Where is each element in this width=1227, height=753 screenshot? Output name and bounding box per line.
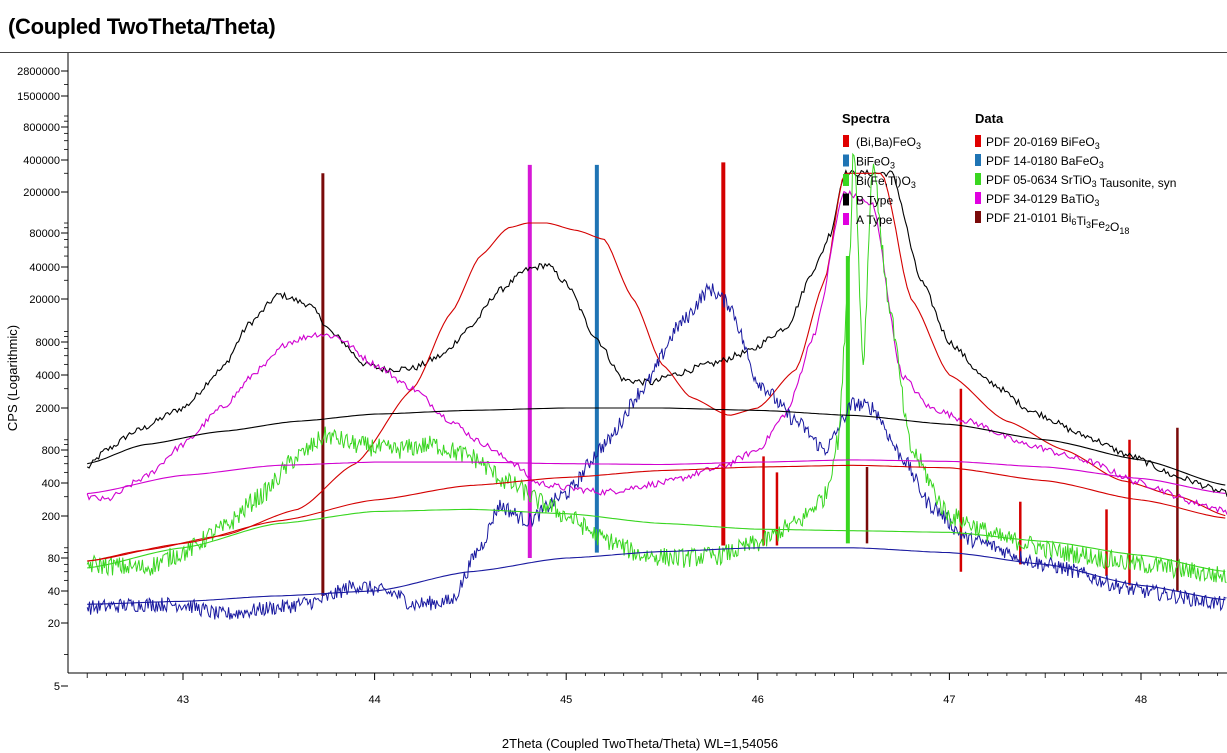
x-tick-label: 48 xyxy=(1135,694,1147,706)
title-divider xyxy=(0,52,1227,53)
legend-swatch xyxy=(975,192,981,204)
legend-swatch xyxy=(843,213,849,225)
legend-swatch xyxy=(843,154,849,167)
reference-lines xyxy=(321,162,1179,596)
y-tick-label: 400 xyxy=(42,478,60,490)
series-line xyxy=(87,407,1226,486)
y-tick-label: 2800000 xyxy=(17,66,60,78)
x-tick-label: 44 xyxy=(368,694,380,706)
legend-data-title: Data xyxy=(975,111,1004,126)
y-tick-label: 40 xyxy=(48,586,60,598)
legend-swatch xyxy=(975,154,981,166)
y-tick-label: 800000 xyxy=(23,122,60,134)
y-tick-label: 800 xyxy=(42,445,60,457)
y-tick-label: 400000 xyxy=(23,155,60,167)
legend-data-label: PDF 21-0101 Bi6Ti3Fe2O18 xyxy=(986,211,1129,236)
legend-swatch xyxy=(843,135,849,147)
series-line xyxy=(86,168,1227,497)
x-tick-label: 45 xyxy=(560,694,572,706)
x-tick-label: 47 xyxy=(943,694,955,706)
series-line xyxy=(86,282,1227,620)
y-tick-label: 80 xyxy=(48,553,60,565)
y-tick-label: 1500000 xyxy=(17,91,60,103)
x-axis-label: 2Theta (Coupled TwoTheta/Theta) WL=1,540… xyxy=(502,736,778,751)
legend-spectra-title: Spectra xyxy=(842,111,890,126)
y-tick-label: 200000 xyxy=(23,187,60,199)
legend-swatch xyxy=(975,211,981,223)
legend-data-label: PDF 34-0129 BaTiO3 xyxy=(986,192,1099,208)
legend-spectra-label: BiFeO3 xyxy=(856,155,895,171)
y-tick-label: 8000 xyxy=(36,337,60,349)
legend-swatch xyxy=(843,174,849,186)
axes-group: 2800000 1500000 800000 400000 200000 80000 400… xyxy=(17,53,1227,706)
series-line xyxy=(86,189,1227,515)
y-tick-label: 200 xyxy=(42,511,60,523)
chart-title: (Coupled TwoTheta/Theta) xyxy=(8,14,276,39)
legend-spectra-label: (Bi,Ba)FeO3 xyxy=(856,135,921,151)
legend-swatch xyxy=(975,173,981,185)
y-tick-label: 40000 xyxy=(29,262,60,274)
series-group xyxy=(86,152,1227,620)
legend-data-label: PDF 05-0634 SrTiO3 Tausonite, syn xyxy=(986,173,1176,190)
series-line xyxy=(87,464,1226,562)
legend-swatch xyxy=(843,193,849,206)
y-tick-label: 2000 xyxy=(36,403,60,415)
y-tick-label: 5 xyxy=(54,681,60,693)
series-line xyxy=(87,459,1226,495)
series-line xyxy=(87,172,1226,562)
legend: Spectra Data (Bi,Ba)FeO3 BiFeO3 Bi(Fe,Ti)O3 B… xyxy=(842,111,1176,236)
y-tick-label: 80000 xyxy=(29,228,60,240)
y-tick-label: 4000 xyxy=(36,370,60,382)
y-tick-label: 20 xyxy=(48,618,60,630)
legend-data-label: PDF 20-0169 BiFeO3 xyxy=(986,135,1100,151)
legend-swatch xyxy=(975,135,981,147)
legend-spectra-label: A Type xyxy=(856,213,893,227)
x-tick-label: 46 xyxy=(752,694,764,706)
y-tick-label: 20000 xyxy=(29,294,60,306)
legend-data-label: PDF 14-0180 BaFeO3 xyxy=(986,154,1104,170)
series-line xyxy=(87,547,1226,605)
legend-spectra-label: B Type xyxy=(856,194,893,208)
y-axis-label: CPS (Logarithmic) xyxy=(5,325,20,431)
series-line xyxy=(87,508,1226,573)
x-tick-label: 43 xyxy=(177,694,189,706)
legend-spectra-label: Bi(Fe,Ti)O3 xyxy=(856,174,916,190)
series-line xyxy=(86,152,1227,583)
